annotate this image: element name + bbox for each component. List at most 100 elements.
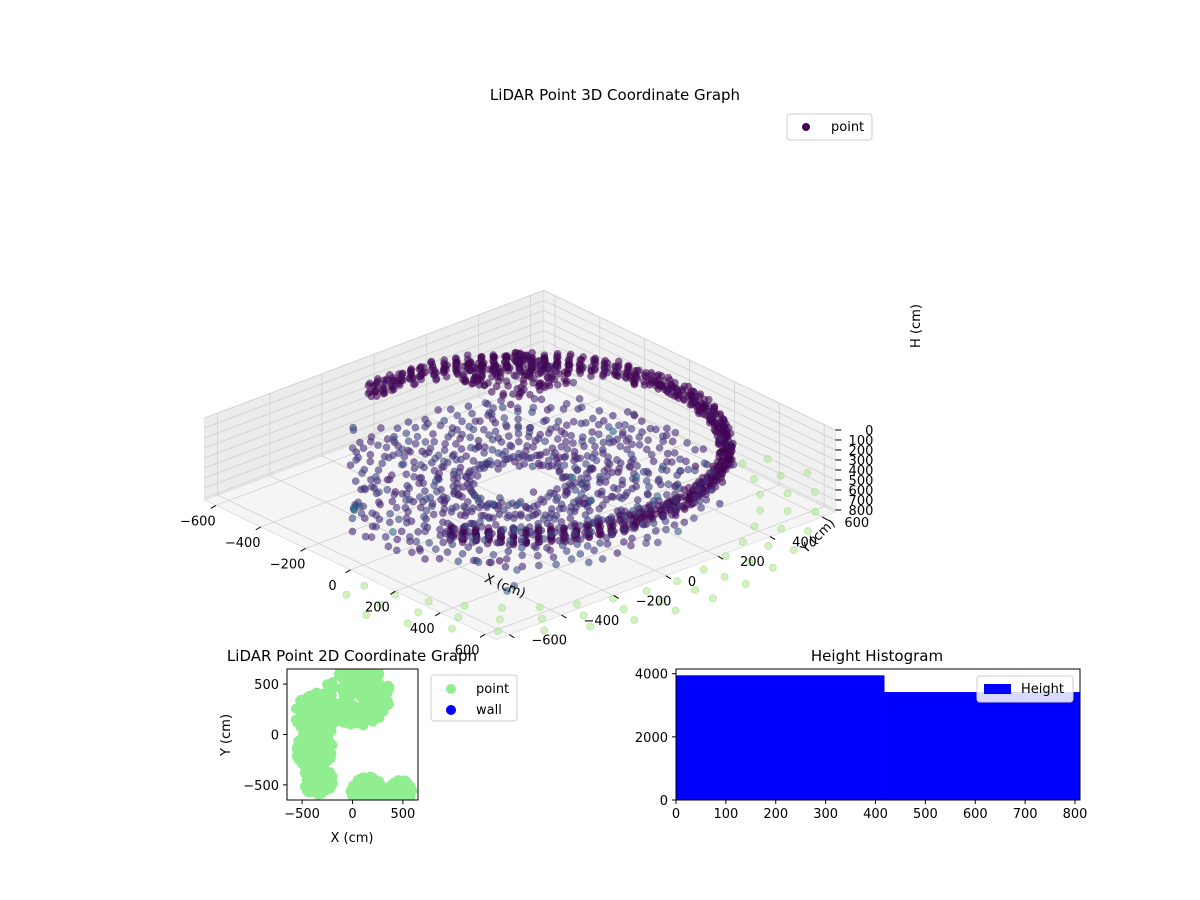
data-point-3d	[544, 429, 553, 438]
data-point-3d	[543, 544, 551, 552]
data-point-3d	[625, 434, 633, 443]
data-point-3d	[487, 388, 496, 396]
data-point-3d	[581, 511, 590, 519]
floor-point	[376, 600, 385, 609]
data-point-2d	[405, 781, 416, 792]
floor-point	[721, 552, 730, 561]
data-point-3d	[382, 443, 391, 452]
data-point-3d	[526, 358, 534, 366]
floor-point	[783, 489, 792, 498]
floor-point	[540, 626, 549, 635]
floor-point	[360, 581, 369, 590]
data-point-3d	[714, 418, 723, 427]
data-point-3d	[374, 466, 383, 474]
legend-hist-frame	[976, 675, 1074, 703]
legend-2d: point wall	[430, 674, 518, 722]
data-point-3d	[464, 543, 473, 552]
y-tick-label: 400	[792, 536, 817, 551]
grid-z-left	[204, 309, 544, 439]
data-point-3d	[553, 380, 562, 389]
data-point-3d	[633, 462, 641, 470]
data-point-3d	[613, 456, 621, 464]
data-point-3d	[457, 455, 465, 464]
x-tick-label-hist: 300	[813, 807, 838, 822]
z-axis-label-3d: H (cm)	[909, 304, 924, 348]
data-point-3d	[517, 523, 526, 531]
data-point-3d	[418, 447, 427, 456]
data-point-3d	[627, 450, 636, 459]
data-point-2d	[372, 802, 382, 812]
data-point-3d	[580, 528, 589, 537]
data-point-3d	[421, 487, 429, 495]
legend-hist: Height	[976, 675, 1074, 703]
data-point-3d	[378, 459, 387, 468]
data-point-3d	[569, 417, 578, 426]
data-point-3d	[517, 535, 526, 543]
data-point-3d	[495, 556, 504, 565]
data-point-2d	[370, 801, 380, 811]
data-point-3d	[576, 535, 585, 544]
data-point-3d	[514, 415, 522, 423]
legend-hist-label: Height	[1021, 682, 1064, 697]
data-point-3d	[467, 443, 475, 452]
data-point-3d	[562, 379, 570, 388]
data-point-3d	[425, 539, 434, 547]
data-point-3d	[590, 366, 599, 375]
data-point-2d	[369, 714, 379, 725]
floor-point	[789, 546, 798, 554]
data-point-3d	[494, 449, 503, 457]
data-point-3d	[591, 442, 599, 451]
data-point-3d	[473, 494, 482, 503]
floor-point	[750, 474, 758, 483]
data-point-3d	[526, 423, 535, 432]
data-point-3d	[392, 503, 401, 512]
data-point-2d	[375, 792, 385, 800]
data-point-3d	[350, 506, 359, 515]
data-point-3d	[410, 464, 419, 473]
data-point-3d	[534, 561, 543, 570]
legend-3d-marker	[802, 123, 810, 131]
data-point-3d	[506, 441, 514, 450]
data-point-3d	[441, 440, 449, 448]
data-point-3d	[602, 533, 611, 542]
height-histogram: Height Histogram 0 100 200 300 400 500 600 700 8…	[635, 647, 1088, 822]
data-point-2d	[397, 788, 408, 799]
data-point-3d	[672, 392, 681, 400]
data-point-2d	[357, 699, 368, 710]
legend-2d-marker-point	[446, 684, 456, 694]
data-point-3d	[404, 418, 413, 426]
data-point-3d	[486, 457, 494, 465]
grid-z-back	[543, 369, 836, 511]
floor-point	[764, 541, 773, 550]
data-point-3d	[510, 581, 518, 590]
floor-point	[720, 572, 729, 581]
data-point-3d	[466, 366, 475, 375]
x-tick-label: 600	[455, 643, 480, 658]
data-point-3d	[389, 528, 397, 536]
x-tick-mark	[345, 569, 351, 574]
data-point-3d	[594, 430, 603, 439]
data-point-3d	[450, 450, 458, 459]
data-point-3d	[588, 464, 596, 472]
data-point-3d	[578, 433, 587, 441]
data-point-3d	[439, 518, 447, 527]
data-point-3d	[430, 466, 439, 475]
data-point-3d	[586, 496, 595, 505]
data-point-2d	[361, 800, 371, 810]
data-point-3d	[587, 528, 596, 536]
data-point-3d	[403, 481, 412, 490]
grid-z-back	[543, 289, 836, 431]
data-point-3d	[518, 562, 527, 571]
data-point-3d	[708, 468, 717, 477]
data-point-3d	[355, 438, 364, 447]
data-point-3d	[677, 502, 685, 511]
data-point-3d	[603, 368, 612, 377]
data-point-2d	[345, 690, 356, 701]
data-point-3d	[637, 417, 646, 426]
data-point-3d	[627, 541, 635, 550]
data-point-3d	[361, 532, 370, 541]
data-point-3d	[442, 372, 451, 381]
data-point-3d	[527, 453, 536, 462]
data-point-3d	[372, 473, 380, 481]
data-point-3d	[514, 437, 523, 446]
